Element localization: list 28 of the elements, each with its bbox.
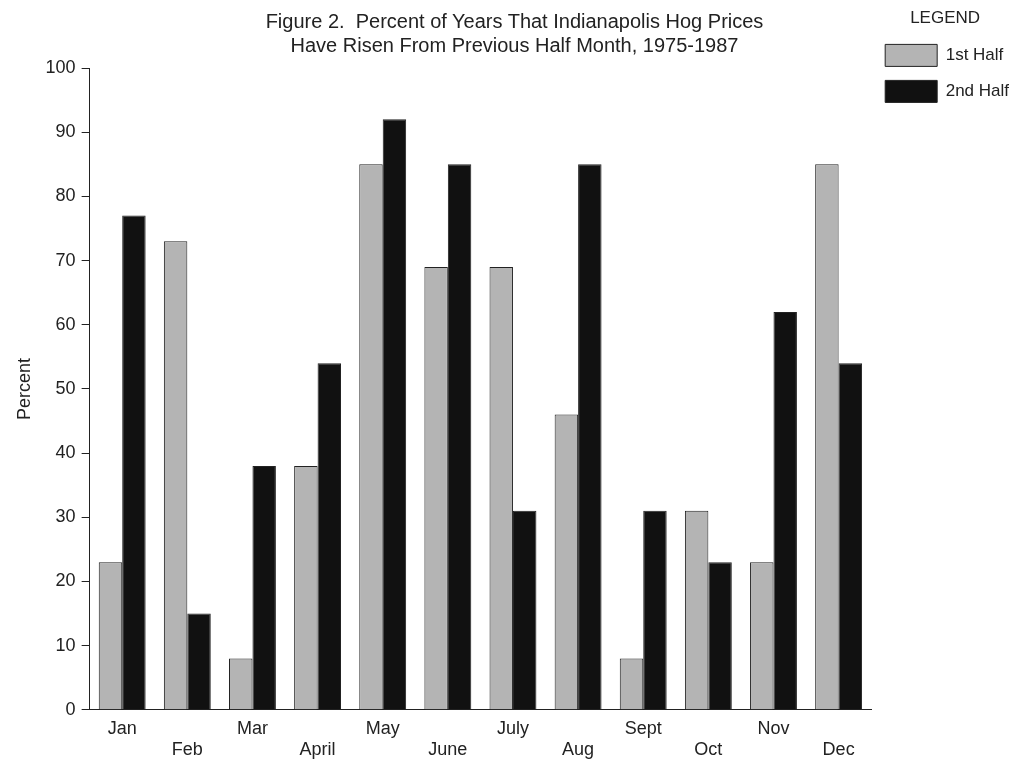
x-tick-label: Dec xyxy=(822,739,855,760)
y-tick-label: 20 xyxy=(55,570,76,591)
y-tick-label: 40 xyxy=(55,442,76,463)
x-tick-label: Jan xyxy=(107,717,137,738)
x-tick-label: Sept xyxy=(624,717,662,738)
x-tick-label: May xyxy=(365,717,400,738)
y-tick-label: 60 xyxy=(55,313,76,334)
x-tick-label: June xyxy=(428,739,468,760)
x-tick-label: July xyxy=(496,717,529,738)
y-tick-label: 70 xyxy=(55,249,76,270)
y-tick-label: 80 xyxy=(55,185,76,206)
y-tick-label: 30 xyxy=(55,506,76,527)
x-tick-label: April xyxy=(299,739,336,760)
y-axis-title: Percent xyxy=(13,357,34,420)
y-tick-label: 0 xyxy=(65,698,76,719)
y-tick-label: 100 xyxy=(45,56,76,77)
legend-label: 2nd Half xyxy=(945,81,1010,101)
legend-title: LEGEND xyxy=(910,8,981,28)
x-tick-label: Aug xyxy=(562,739,595,760)
y-tick-label: 10 xyxy=(55,634,76,655)
y-tick-label: 50 xyxy=(55,377,76,398)
x-tick-label: Mar xyxy=(236,717,268,738)
y-tick-label: 90 xyxy=(55,121,76,142)
chart-title: Figure 2. Percent of Years That Indianapolis Hog Prices Have Risen From Previous Half Month, 1975-1987 xyxy=(265,9,764,56)
x-tick-label: Feb xyxy=(171,739,203,760)
x-tick-label: Nov xyxy=(757,717,790,738)
legend-label: 1st Half xyxy=(945,45,1004,65)
x-tick-label: Oct xyxy=(694,739,723,760)
